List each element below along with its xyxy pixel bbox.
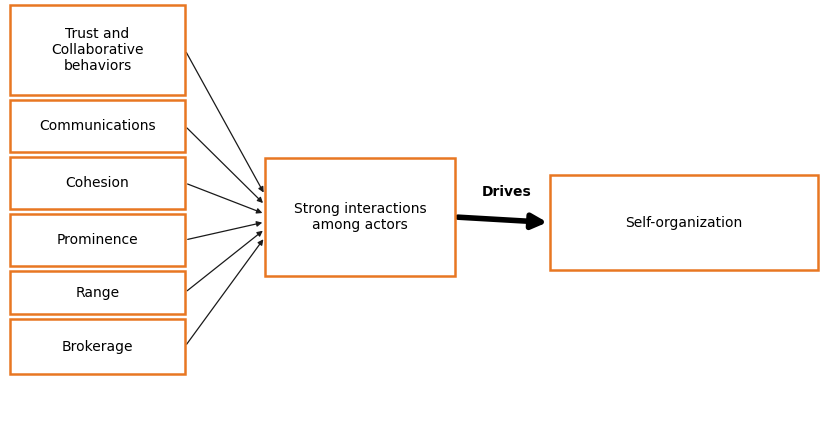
- Text: Strong interactions
among actors: Strong interactions among actors: [294, 202, 426, 232]
- FancyBboxPatch shape: [10, 5, 185, 95]
- Text: Drives: Drives: [481, 185, 531, 199]
- FancyBboxPatch shape: [10, 214, 185, 266]
- FancyBboxPatch shape: [10, 100, 185, 152]
- Text: Range: Range: [75, 285, 119, 299]
- Text: Trust and
Collaborative
behaviors: Trust and Collaborative behaviors: [51, 27, 143, 73]
- Text: Cohesion: Cohesion: [66, 176, 129, 190]
- FancyBboxPatch shape: [10, 319, 185, 374]
- FancyBboxPatch shape: [10, 271, 185, 314]
- Text: Prominence: Prominence: [57, 233, 138, 247]
- Text: Communications: Communications: [39, 119, 156, 133]
- Text: Self-organization: Self-organization: [626, 215, 742, 229]
- FancyBboxPatch shape: [550, 175, 818, 270]
- Text: Brokerage: Brokerage: [62, 340, 133, 354]
- FancyBboxPatch shape: [10, 157, 185, 209]
- FancyBboxPatch shape: [265, 158, 455, 276]
